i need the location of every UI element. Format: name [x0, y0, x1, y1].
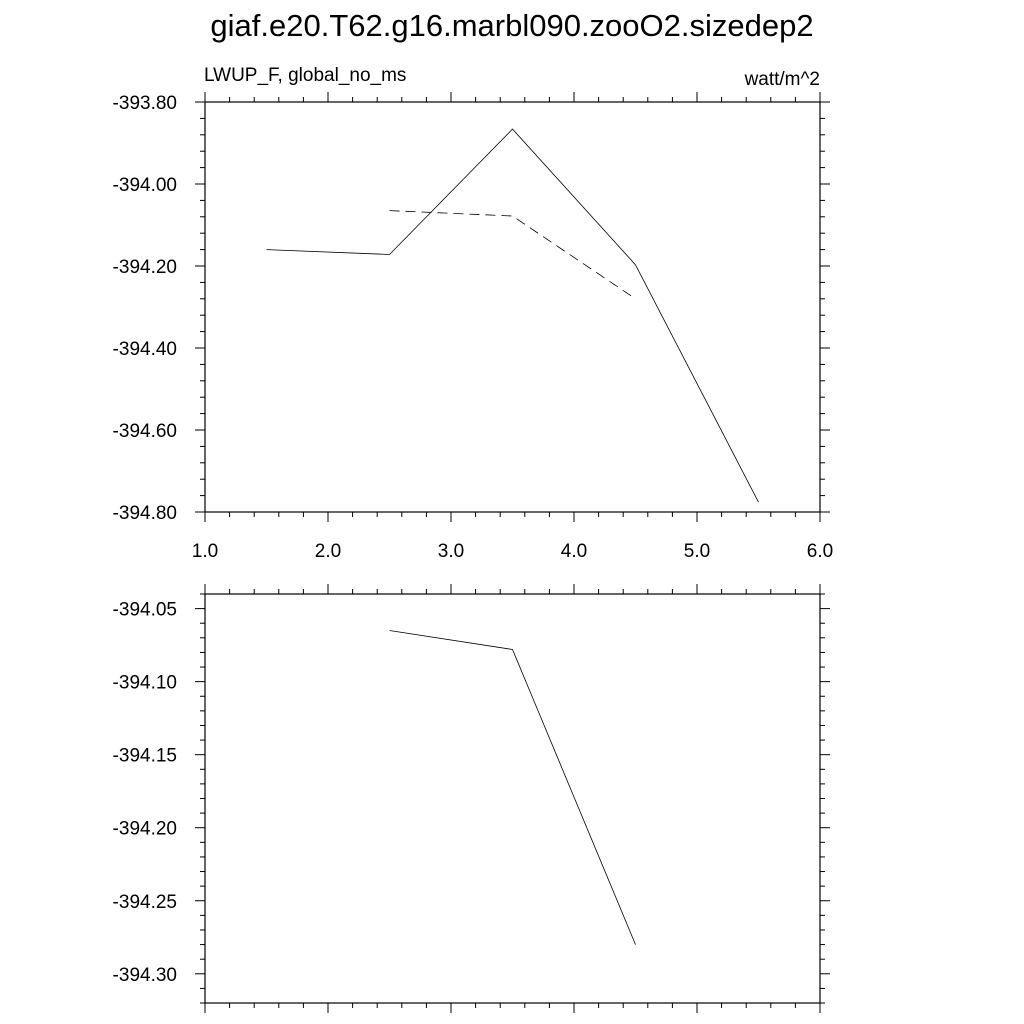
top-panel: 1.0 2.0 3.0 4.0 5.0 6.0 -393.80 -394.00 -394.20 -… [113, 92, 833, 562]
y-tick-label: -394.00 [113, 175, 177, 196]
variable-label: LWUP_F, global_no_ms [204, 65, 407, 86]
y-tick-label: -394.20 [113, 819, 177, 840]
x-tick-label: 3.0 [438, 541, 464, 562]
y-tick-label: -394.20 [113, 257, 177, 278]
y-tick-label: -394.25 [113, 892, 177, 913]
solid-series-line [389, 630, 636, 945]
y-tick-label: -394.30 [113, 965, 177, 986]
units-label: watt/m^2 [744, 69, 820, 90]
y-tick-label: -394.80 [113, 503, 177, 524]
solid-series-line [266, 128, 759, 503]
y-tick-label: -394.60 [113, 421, 177, 442]
y-tick-label: -394.05 [113, 600, 177, 621]
y-tick-label: -394.15 [113, 746, 177, 767]
plot-frame [204, 101, 821, 513]
bottom-panel: -394.05 -394.10 -394.15 -394.20 -394.25 -394.… [113, 584, 830, 1013]
y-tick-label: -394.10 [113, 673, 177, 694]
plot-frame [204, 593, 821, 1004]
chart-title: giaf.e20.T62.g16.marbl090.zooO2.sizedep2 [210, 8, 814, 43]
x-tick-label: 4.0 [561, 541, 587, 562]
y-tick-label: -394.40 [113, 339, 177, 360]
x-tick-label: 5.0 [684, 541, 710, 562]
y-tick-label: -393.80 [113, 93, 177, 114]
x-tick-label: 1.0 [192, 541, 218, 562]
x-tick-label: 6.0 [807, 541, 833, 562]
dashed-series-line [389, 210, 636, 300]
x-tick-label: 2.0 [315, 541, 341, 562]
